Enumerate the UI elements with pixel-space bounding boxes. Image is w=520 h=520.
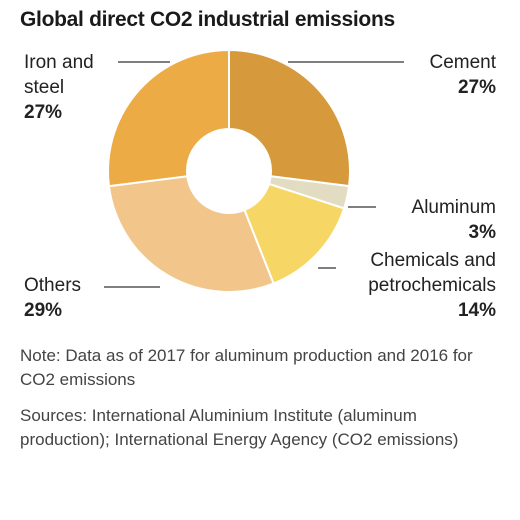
label-iron-and-steel-value: 27% [24, 102, 63, 123]
label-others-name: Others [24, 275, 82, 296]
label-others: Others 29% [24, 273, 81, 323]
label-aluminum-value: 3% [468, 222, 496, 243]
slice-cement [228, 48, 351, 188]
chart-note: Note: Data as of 2017 for aluminum produ… [20, 346, 473, 389]
label-chemicals-value: 14% [457, 300, 496, 321]
slice-chemicals-and-petrochemicals [243, 182, 346, 285]
label-others-value: 29% [24, 300, 63, 321]
label-cement-value: 27% [457, 77, 496, 98]
chart-sources: Sources: International Aluminium Institu… [20, 406, 459, 449]
label-chemicals: Chemicals and petrochemicals 14% [368, 248, 496, 323]
label-chemicals-line1: Chemicals and [370, 250, 496, 271]
label-cement-name: Cement [429, 52, 496, 73]
slice-others [107, 175, 275, 293]
label-aluminum-name: Aluminum [411, 197, 496, 218]
label-iron-and-steel-line1: Iron and [24, 52, 94, 73]
label-chemicals-line2: petrochemicals [368, 275, 496, 296]
slice-iron-and-steel [107, 48, 230, 188]
label-iron-and-steel: Iron and steel 27% [24, 50, 94, 125]
chart-title: Global direct CO2 industrial emissions [20, 8, 395, 31]
label-aluminum: Aluminum 3% [412, 195, 496, 245]
label-iron-and-steel-line2: steel [24, 77, 65, 98]
label-cement: Cement 27% [429, 50, 496, 100]
